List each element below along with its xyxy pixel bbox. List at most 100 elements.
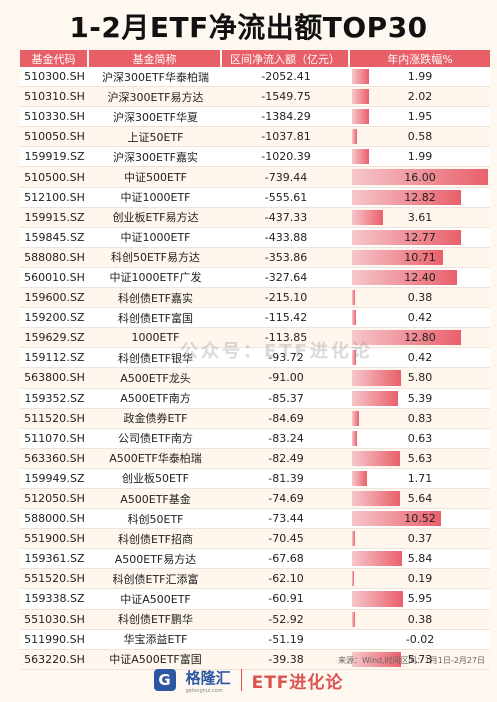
cell-flow: -85.37	[222, 388, 350, 409]
table-row: 511070.SH 公司债ETF南方 -83.24 0.63	[20, 428, 490, 449]
cell-pct: 0.42	[350, 348, 490, 369]
cell-pct: 1.95	[350, 107, 490, 128]
cell-name: 上证50ETF	[89, 127, 222, 148]
cell-flow: -91.00	[222, 368, 350, 389]
pct-bar	[352, 571, 354, 587]
pct-bar	[352, 591, 403, 607]
table-row: 159352.SZ A500ETF南方 -85.37 5.39	[20, 388, 490, 409]
pct-label: 12.82	[404, 190, 436, 204]
cell-pct: 1.99	[350, 147, 490, 168]
cell-name: 沪深300ETF华夏	[89, 107, 222, 128]
cell-name: 科创债ETF富国	[89, 308, 222, 329]
pct-label: 1.99	[407, 70, 433, 84]
pct-label: 1.99	[407, 150, 433, 164]
table-row: 588080.SH 科创50ETF易方达 -353.86 10.71	[20, 247, 490, 268]
cell-name: 沪深300ETF易方达	[89, 87, 222, 108]
cell-code: 159919.SZ	[20, 147, 89, 168]
cell-flow: -83.24	[222, 428, 350, 449]
pct-label: 5.64	[407, 492, 433, 506]
cell-pct: 16.00	[350, 167, 490, 188]
cell-pct: 0.58	[350, 127, 490, 148]
cell-pct: 12.80	[350, 328, 490, 349]
table-row: 159112.SZ 科创债ETF银华 -93.72 0.42	[20, 348, 490, 369]
table-row: 159949.SZ 创业板50ETF -81.39 1.71	[20, 468, 490, 489]
cell-name: 公司债ETF南方	[89, 428, 222, 449]
cell-name: 中证A500ETF	[89, 589, 222, 610]
pct-label: 12.40	[404, 270, 436, 284]
cell-flow: -52.92	[222, 609, 350, 630]
pct-bar	[352, 551, 402, 567]
pct-label: 0.19	[407, 572, 433, 586]
cell-flow: -353.86	[222, 247, 350, 268]
cell-name: A500ETF龙头	[89, 368, 222, 389]
cell-code: 563220.SH	[20, 649, 89, 670]
table-row: 511520.SH 政金债券ETF -84.69 0.83	[20, 408, 490, 429]
pct-label: 2.02	[407, 90, 433, 104]
cell-code: 159949.SZ	[20, 468, 89, 489]
cell-name: A500ETF华泰柏瑞	[89, 448, 222, 469]
header-name: 基金简称	[89, 50, 222, 67]
pct-label: 10.52	[404, 512, 436, 526]
pct-bar	[352, 69, 369, 85]
pct-label: 5.84	[407, 552, 433, 566]
cell-code: 159629.SZ	[20, 328, 89, 349]
pct-bar	[352, 310, 356, 326]
cell-flow: -82.49	[222, 448, 350, 469]
pct-bar	[352, 249, 444, 265]
cell-pct: 5.63	[350, 448, 490, 469]
cell-pct: 12.40	[350, 267, 490, 289]
table-row: 563220.SH 中证A500ETF富国 -39.38 5.73	[20, 649, 490, 670]
cell-code: 159361.SZ	[20, 549, 89, 570]
cell-flow: -74.69	[222, 488, 350, 510]
source-note: 来源：Wind,时间区间：1月1日-2月27日	[338, 656, 485, 665]
pct-label: 0.83	[407, 411, 433, 425]
pct-label: 0.58	[407, 130, 433, 144]
pct-label: 3.61	[407, 210, 433, 224]
pct-label: 12.77	[404, 230, 436, 244]
table-row: 510310.SH 沪深300ETF易方达 -1549.75 2.02	[20, 87, 490, 108]
footer: G 格隆汇 gelonghui.com ETF进化论	[0, 660, 497, 700]
cell-name: 中证500ETF	[89, 167, 222, 188]
cell-name: A500ETF基金	[89, 488, 222, 510]
cell-flow: -115.42	[222, 308, 350, 329]
cell-pct: 12.77	[350, 227, 490, 248]
pct-bar	[352, 390, 398, 406]
pct-bar	[352, 470, 367, 486]
pct-label: 5.63	[407, 451, 433, 465]
cell-code: 510310.SH	[20, 87, 89, 108]
cell-pct: 1.99	[350, 67, 490, 88]
cell-flow: -81.39	[222, 468, 350, 489]
gelonghui-logo-icon: G	[153, 669, 176, 691]
pct-label: 0.42	[407, 311, 433, 325]
table-row: 159200.SZ 科创债ETF富国 -115.42 0.42	[20, 308, 490, 329]
cell-pct: -0.02	[350, 629, 490, 650]
cell-pct: 0.38	[350, 288, 490, 309]
table-row: 563800.SH A500ETF龙头 -91.00 5.80	[20, 368, 490, 389]
cell-flow: -215.10	[222, 288, 350, 309]
brand-url: gelonghui.com	[185, 687, 223, 694]
pct-label: 0.38	[407, 612, 433, 626]
etf-brand: ETF进化论	[251, 672, 344, 693]
pct-bar	[352, 490, 400, 507]
cell-name: 科创50ETF易方达	[89, 247, 222, 268]
pct-label: 16.00	[404, 170, 436, 184]
cell-flow: -113.85	[222, 328, 350, 349]
table-row: 159338.SZ 中证A500ETF -60.91 5.95	[20, 589, 490, 610]
cell-name: 中证A500ETF富国	[89, 649, 222, 670]
cell-name: 政金债券ETF	[89, 408, 222, 429]
cell-name: 科创债ETF汇添富	[89, 569, 222, 590]
pct-bar	[352, 189, 461, 205]
header-flow: 区间净流入额（亿元）	[222, 50, 350, 67]
cell-flow: -327.64	[222, 267, 350, 289]
cell-pct: 3.61	[350, 207, 490, 228]
table-row: 551520.SH 科创债ETF汇添富 -62.10 0.19	[20, 569, 490, 590]
cell-code: 588080.SH	[20, 247, 89, 268]
pct-bar	[352, 370, 402, 386]
table-row: 510330.SH 沪深300ETF华夏 -1384.29 1.95	[20, 107, 490, 128]
pct-label: 5.80	[407, 371, 433, 385]
pct-bar	[352, 611, 356, 627]
cell-pct: 5.95	[350, 589, 490, 610]
cell-code: 512050.SH	[20, 488, 89, 510]
cell-code: 563360.SH	[20, 448, 89, 469]
pct-bar	[352, 269, 458, 286]
